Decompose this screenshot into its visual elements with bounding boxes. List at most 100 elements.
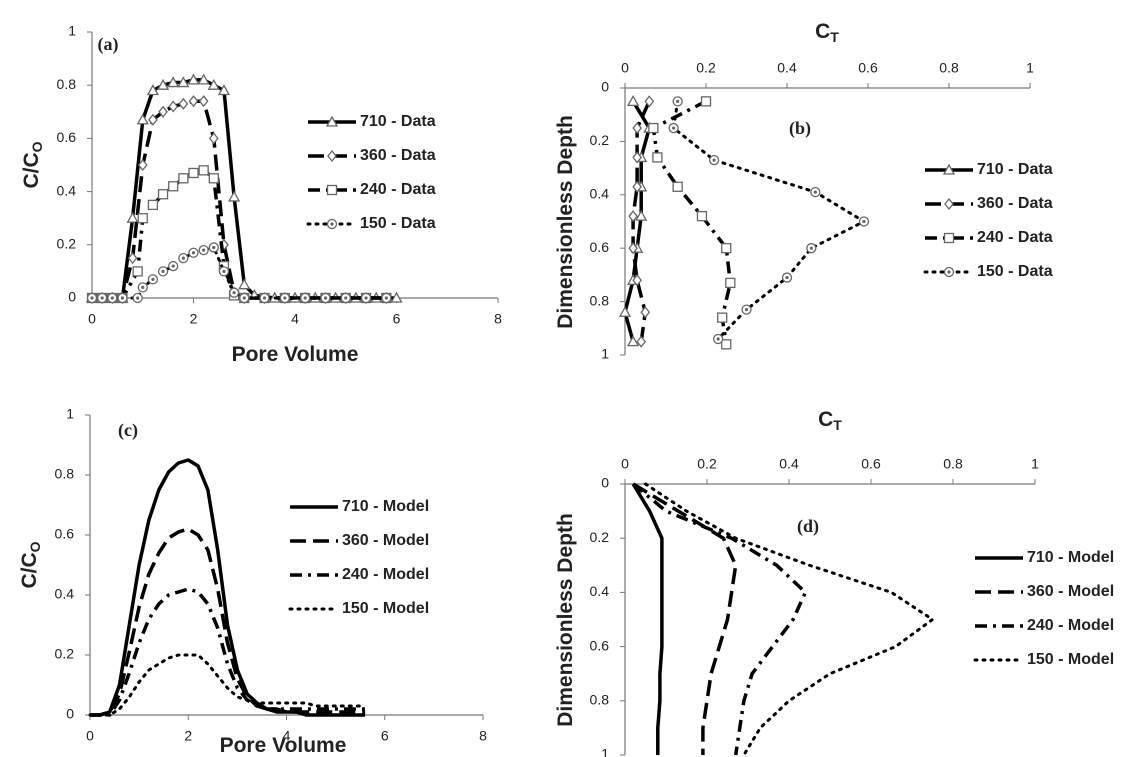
marker — [188, 167, 199, 179]
marker — [327, 149, 337, 163]
marker — [700, 96, 712, 107]
legend-label: 360 - Model — [1027, 583, 1114, 600]
x-tick-label: 0.6 — [861, 456, 881, 472]
legend-label: 150 - Data — [977, 263, 1053, 280]
y-axis-title-main: C/C — [18, 552, 41, 588]
marker — [217, 84, 231, 96]
marker — [640, 306, 651, 319]
marker — [626, 95, 640, 106]
x-tick-label: 0.8 — [943, 456, 963, 472]
series-line — [90, 458, 366, 717]
legend-label: 150 - Model — [342, 600, 429, 617]
y-tick-label: 0.2 — [590, 529, 610, 545]
marker — [208, 132, 219, 145]
legend-label: 240 - Model — [342, 566, 429, 583]
marker — [725, 277, 736, 289]
series-line — [88, 653, 367, 717]
series-line — [644, 482, 934, 757]
marker-dot — [676, 99, 680, 103]
y-tick-label: 0.6 — [57, 129, 77, 145]
marker — [178, 173, 189, 184]
marker-dot — [161, 269, 165, 273]
marker-dot — [242, 296, 246, 300]
marker-dot — [364, 296, 368, 300]
marker — [158, 105, 168, 118]
marker — [168, 100, 179, 113]
marker — [628, 210, 638, 223]
marker-dot — [151, 277, 155, 281]
y-tick-label: 0.2 — [55, 646, 75, 662]
y-tick-label: 0.8 — [57, 76, 77, 92]
y-axis-title: C/CO — [20, 141, 45, 188]
marker — [721, 243, 732, 254]
marker-dot — [141, 285, 145, 289]
marker — [632, 274, 642, 287]
y-axis-title: Dimensionless Depth — [554, 115, 577, 329]
x-axis-title: Pore Volume — [232, 343, 359, 366]
marker — [167, 76, 180, 88]
marker-dot — [283, 296, 287, 300]
marker-dot — [712, 158, 716, 162]
legend-label: 240 - Data — [977, 229, 1053, 246]
legend-label: 150 - Data — [360, 215, 436, 232]
marker — [721, 339, 732, 350]
y-axis-title: Dimensionless Depth — [554, 513, 577, 727]
x-axis-title-main: Pore Volume — [220, 734, 347, 757]
y-axis-title: C/CO — [18, 541, 43, 588]
marker-dot — [323, 296, 328, 300]
marker — [717, 312, 728, 323]
marker-dot — [191, 251, 196, 255]
y-tick-label: 0.4 — [590, 186, 610, 202]
y-tick-label: 0.2 — [57, 236, 77, 252]
y-axis-title-main: C/C — [20, 152, 43, 188]
marker-dot — [303, 296, 307, 300]
marker — [137, 158, 148, 172]
marker — [127, 252, 138, 265]
marker-dot — [785, 275, 789, 280]
legend-label: 710 - Model — [342, 498, 429, 515]
marker — [157, 189, 169, 200]
legend-label: 240 - Model — [1027, 617, 1114, 634]
legend-label: 710 - Data — [977, 161, 1053, 178]
y-tick-label: 1 — [68, 23, 76, 39]
marker — [197, 73, 210, 85]
y-tick-label: 0 — [601, 475, 609, 491]
marker-dot — [110, 296, 114, 300]
series-line — [651, 99, 733, 345]
marker-dot — [120, 296, 125, 300]
x-tick-label: 0.2 — [696, 60, 716, 76]
x-axis-title: Pore Volume — [220, 734, 347, 757]
y-tick-label: 0.8 — [55, 466, 75, 482]
panel-label: (b) — [789, 118, 811, 139]
x-tick-label: 8 — [494, 311, 502, 327]
panel-label: (d) — [797, 516, 819, 537]
marker-dot — [330, 222, 334, 226]
x-axis-title-main: C — [818, 408, 833, 431]
y-tick-label: 0.2 — [590, 132, 610, 148]
x-tick-label: 0 — [621, 456, 629, 472]
marker — [618, 305, 632, 317]
marker-dot — [344, 296, 348, 300]
marker-dot — [212, 245, 216, 250]
marker — [227, 190, 241, 202]
series-line — [631, 483, 664, 755]
series-line — [92, 78, 397, 300]
marker-dot — [100, 296, 104, 300]
marker-dot — [862, 219, 866, 224]
x-tick-label: 0.6 — [858, 60, 878, 76]
marker — [626, 335, 640, 347]
marker-dot — [202, 248, 206, 252]
x-tick-label: 0 — [88, 311, 96, 327]
x-axis-title: CT — [815, 20, 839, 45]
marker — [652, 152, 663, 163]
marker — [632, 122, 642, 135]
y-tick-label: 0 — [66, 706, 74, 722]
x-tick-label: 1 — [1031, 456, 1039, 472]
x-tick-label: 0 — [86, 728, 94, 744]
series-line — [90, 527, 366, 717]
marker — [943, 232, 955, 244]
x-tick-label: 4 — [283, 728, 291, 744]
marker — [325, 115, 339, 127]
marker-dot — [171, 264, 175, 268]
marker — [326, 184, 338, 196]
